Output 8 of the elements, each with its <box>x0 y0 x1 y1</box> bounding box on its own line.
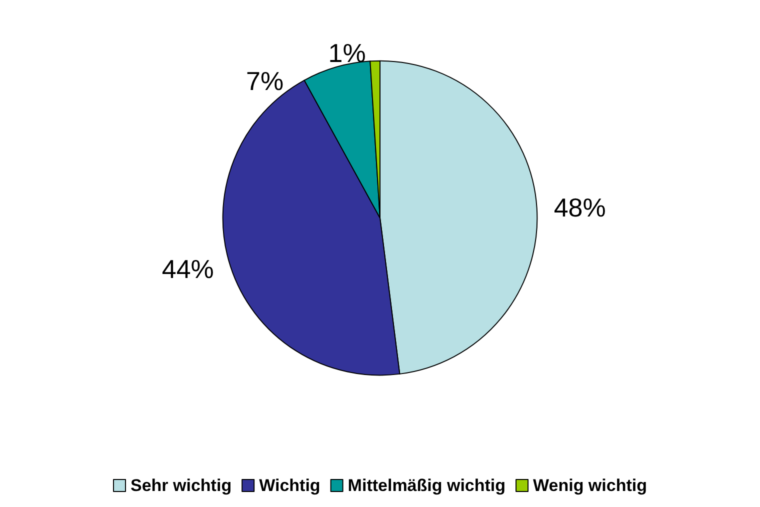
data-label: 1% <box>328 38 366 68</box>
legend-label: Wenig wichtig <box>533 476 647 495</box>
data-label: 48% <box>554 192 606 223</box>
legend-label: Mittelmäßig wichtig <box>348 476 506 495</box>
data-label: 44% <box>162 254 214 284</box>
data-label: 7% <box>246 66 284 96</box>
legend-label: Wichtig <box>259 476 320 495</box>
legend-label: Sehr wichtig <box>130 476 232 495</box>
